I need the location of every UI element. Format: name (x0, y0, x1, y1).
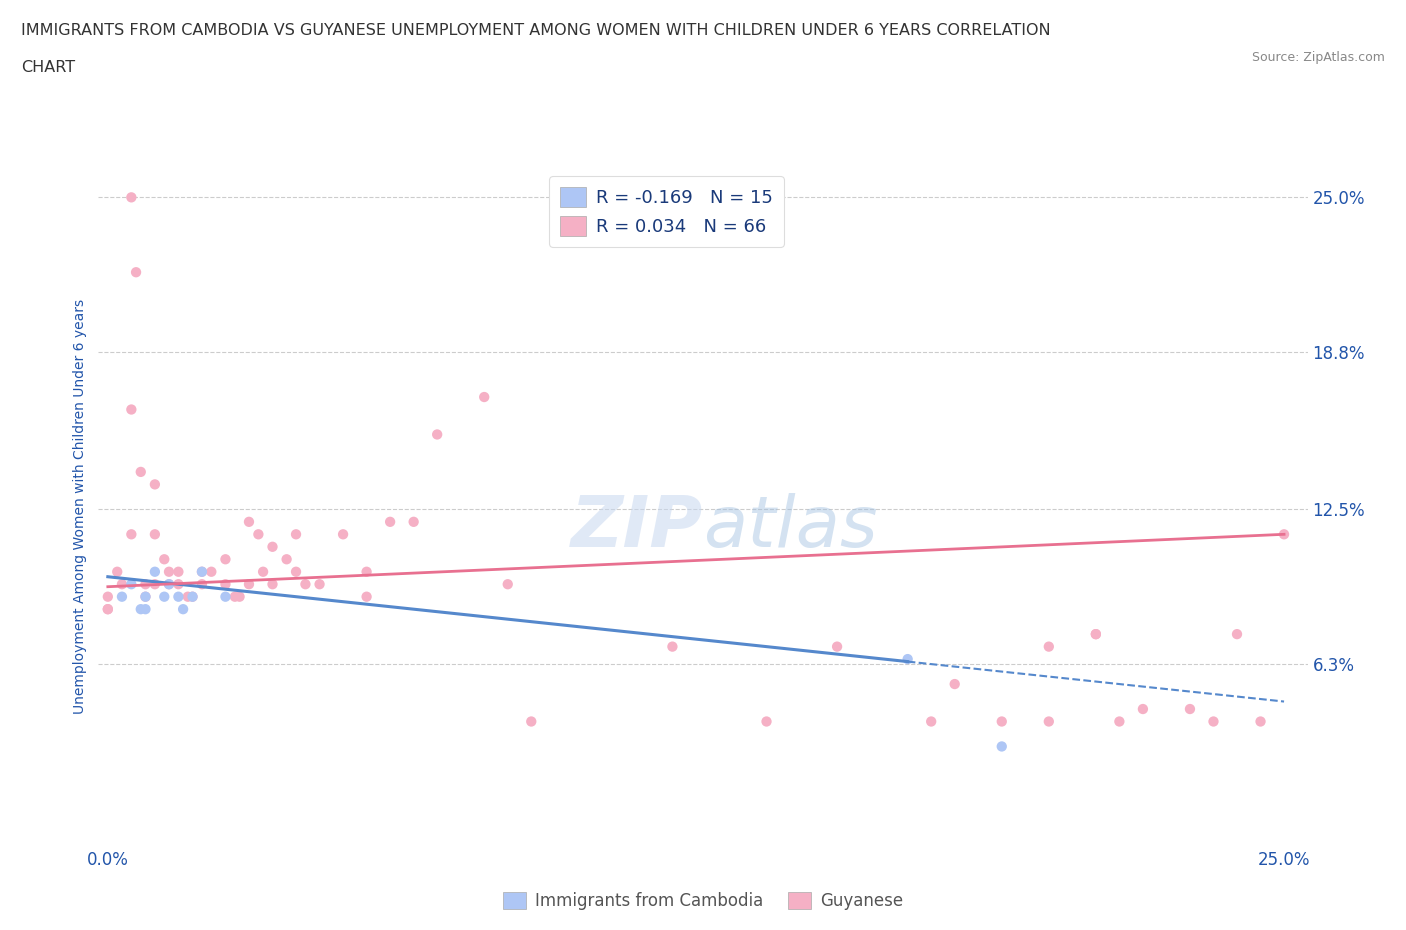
Point (143, 565, 166, 579)
Point (285, 527, 308, 542)
Point (755, 714, 778, 729)
Point (111, 577, 134, 591)
Point (1202, 714, 1225, 729)
Point (111, 590, 134, 604)
Point (356, 565, 378, 579)
Point (1226, 627, 1249, 642)
Point (120, 402, 142, 417)
Point (285, 565, 308, 579)
Point (134, 590, 156, 604)
Text: CHART: CHART (21, 60, 75, 75)
Point (214, 551, 236, 566)
Point (181, 590, 204, 604)
Point (356, 590, 378, 604)
Point (134, 590, 156, 604)
Point (224, 590, 246, 604)
Legend: Immigrants from Cambodia, Guyanese: Immigrants from Cambodia, Guyanese (496, 885, 910, 917)
Point (125, 265, 148, 280)
Point (1250, 714, 1272, 729)
Point (1272, 527, 1295, 542)
Point (402, 514, 425, 529)
Point (1132, 701, 1154, 716)
Point (120, 527, 142, 542)
Point (1038, 639, 1060, 654)
Point (143, 477, 166, 492)
Point (238, 514, 260, 529)
Point (191, 577, 214, 591)
Point (825, 639, 848, 654)
Point (214, 577, 236, 591)
Point (181, 590, 204, 604)
Text: Source: ZipAtlas.com: Source: ZipAtlas.com (1251, 51, 1385, 64)
Point (177, 590, 200, 604)
Point (943, 677, 966, 692)
Point (920, 714, 942, 729)
Point (200, 565, 222, 579)
Point (990, 739, 1012, 754)
Text: ZIP: ZIP (571, 493, 703, 562)
Point (294, 577, 316, 591)
Point (990, 714, 1012, 729)
Point (214, 590, 236, 604)
Point (1178, 701, 1201, 716)
Point (129, 464, 152, 479)
Point (167, 577, 190, 591)
Point (153, 551, 176, 566)
Point (262, 577, 284, 591)
Point (472, 390, 495, 405)
Point (426, 427, 449, 442)
Point (1108, 714, 1130, 729)
Point (1038, 714, 1060, 729)
Point (332, 527, 354, 542)
Point (262, 539, 284, 554)
Point (191, 565, 214, 579)
Point (238, 577, 260, 591)
Point (167, 590, 190, 604)
Point (153, 590, 176, 604)
Point (378, 514, 401, 529)
Point (157, 565, 180, 579)
Text: atlas: atlas (703, 493, 877, 562)
Point (120, 190, 142, 205)
Point (897, 652, 920, 667)
Point (191, 565, 214, 579)
Point (661, 639, 683, 654)
Point (496, 577, 519, 591)
Point (143, 577, 166, 591)
Point (157, 577, 180, 591)
Point (143, 527, 166, 542)
Point (129, 602, 152, 617)
Point (97, 602, 120, 617)
Legend: R = -0.169   N = 15, R = 0.034   N = 66: R = -0.169 N = 15, R = 0.034 N = 66 (550, 177, 785, 246)
Point (308, 577, 330, 591)
Point (157, 577, 180, 591)
Point (1084, 627, 1107, 642)
Point (97, 602, 120, 617)
Point (105, 565, 128, 579)
Point (172, 602, 194, 617)
Point (247, 527, 270, 542)
Point (520, 714, 543, 729)
Point (134, 577, 156, 591)
Point (276, 551, 298, 566)
Point (167, 565, 190, 579)
Y-axis label: Unemployment Among Women with Children Under 6 years: Unemployment Among Women with Children U… (73, 299, 87, 714)
Point (228, 590, 250, 604)
Point (1084, 627, 1107, 642)
Point (120, 577, 142, 591)
Point (134, 602, 156, 617)
Text: IMMIGRANTS FROM CAMBODIA VS GUYANESE UNEMPLOYMENT AMONG WOMEN WITH CHILDREN UNDE: IMMIGRANTS FROM CAMBODIA VS GUYANESE UNE… (21, 23, 1050, 38)
Point (97, 590, 120, 604)
Point (252, 565, 274, 579)
